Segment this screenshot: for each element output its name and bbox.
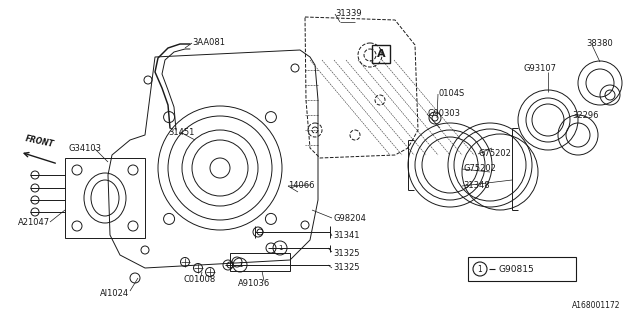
Text: 31348: 31348: [463, 180, 490, 189]
Text: 3AA081: 3AA081: [192, 37, 225, 46]
Text: Al1024: Al1024: [100, 289, 129, 298]
Text: FRONT: FRONT: [25, 134, 55, 149]
Text: A21047: A21047: [18, 218, 50, 227]
Bar: [65, 158, 145, 238]
Text: G75202: G75202: [463, 164, 496, 172]
Text: 1: 1: [278, 245, 282, 251]
Text: 1: 1: [477, 265, 483, 274]
Bar: [468, 257, 576, 281]
Text: 38380: 38380: [586, 38, 612, 47]
Bar: [230, 253, 290, 271]
Text: 1: 1: [237, 262, 243, 268]
Text: A: A: [377, 49, 385, 59]
Text: 0104S: 0104S: [438, 89, 464, 98]
Text: 31325: 31325: [333, 249, 360, 258]
Text: G93107: G93107: [524, 63, 557, 73]
Text: G34103: G34103: [68, 143, 101, 153]
Text: 31341: 31341: [333, 230, 360, 239]
Text: G90815: G90815: [498, 265, 534, 274]
Text: G98204: G98204: [333, 213, 366, 222]
Text: 14066: 14066: [288, 180, 314, 189]
Bar: [372, 45, 390, 63]
Text: A168001172: A168001172: [572, 301, 620, 310]
Text: 31451: 31451: [168, 127, 195, 137]
Text: G75202: G75202: [478, 148, 511, 157]
Text: 31339: 31339: [335, 9, 362, 18]
Text: G90303: G90303: [427, 108, 460, 117]
Text: 31325: 31325: [333, 263, 360, 273]
Text: A91036: A91036: [238, 278, 270, 287]
Text: 32296: 32296: [572, 110, 598, 119]
Text: C01008: C01008: [183, 276, 215, 284]
